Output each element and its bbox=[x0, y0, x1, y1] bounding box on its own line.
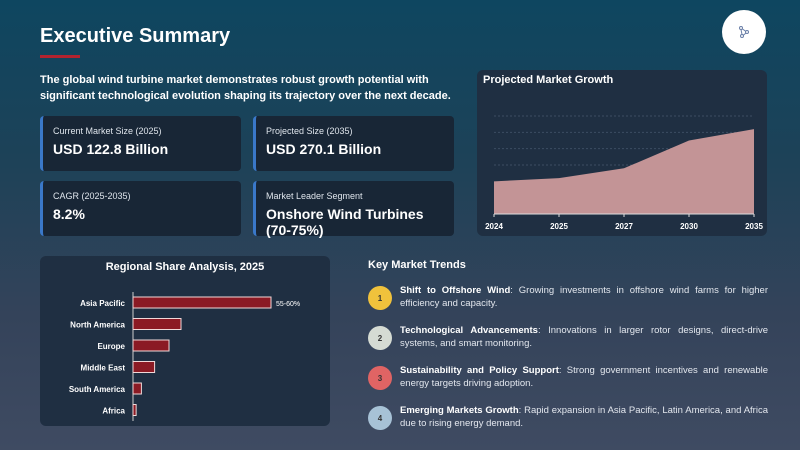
trend-text: Emerging Markets Growth: Rapid expansion… bbox=[400, 404, 768, 430]
trend-text: Sustainability and Policy Support: Stron… bbox=[400, 364, 768, 390]
bar bbox=[132, 382, 142, 395]
growth-chart-panel: Projected Market Growth 2024 2025 2027 2030… bbox=[477, 70, 767, 236]
trend-text: Technological Advancements: Innovations … bbox=[400, 324, 768, 350]
bar bbox=[132, 339, 170, 352]
card-value: 8.2% bbox=[53, 206, 85, 222]
card-label: Projected Size (2035) bbox=[266, 126, 353, 136]
y-tick-label: Middle East bbox=[81, 363, 126, 372]
y-tick-label: Africa bbox=[102, 406, 125, 415]
title-underline bbox=[40, 55, 80, 58]
bar bbox=[132, 361, 156, 373]
x-tick-label: 2024 bbox=[485, 222, 503, 231]
regional-chart-title: Regional Share Analysis, 2025 bbox=[105, 261, 265, 273]
trend-item: 3 Sustainability and Policy Support: Stro… bbox=[368, 364, 768, 390]
x-tick-label: 2025 bbox=[550, 222, 568, 231]
card-projected-size: Projected Size (2035) USD 270.1 Billion bbox=[253, 116, 454, 171]
trends-title: Key Market Trends bbox=[368, 259, 466, 271]
trend-item: 1 Shift to Offshore Wind: Growing investm… bbox=[368, 284, 768, 310]
trend-number-badge: 2 bbox=[368, 326, 392, 350]
trend-description: : Innovations in larger rotor designs, d… bbox=[400, 325, 768, 349]
regional-chart: Asia Pacific 55-60% North America Europe Mid… bbox=[69, 292, 300, 421]
network-icon bbox=[739, 26, 749, 38]
card-current-market-size: Current Market Size (2025) USD 122.8 Bill… bbox=[40, 116, 241, 171]
growth-chart: 2024 2025 2027 2030 2035 bbox=[485, 115, 763, 231]
y-tick-label: Europe bbox=[97, 342, 125, 351]
trend-description: : Growing investments in offshore wind f… bbox=[400, 285, 768, 309]
trend-number-badge: 3 bbox=[368, 366, 392, 390]
bar bbox=[132, 318, 182, 330]
trend-heading: Shift to Offshore Wind bbox=[400, 285, 511, 296]
trend-description: : Rapid expansion in Asia Pacific, Latin… bbox=[400, 405, 768, 429]
y-tick-label: Asia Pacific bbox=[80, 299, 125, 308]
trend-heading: Emerging Markets Growth bbox=[400, 405, 519, 416]
card-value: USD 270.1 Billion bbox=[266, 141, 382, 157]
card-label: CAGR (2025-2035) bbox=[53, 191, 131, 201]
card-value: USD 122.8 Billion bbox=[53, 141, 169, 157]
trend-text: Shift to Offshore Wind: Growing investme… bbox=[400, 284, 768, 310]
x-tick-label: 2035 bbox=[745, 222, 763, 231]
company-logo bbox=[722, 10, 766, 54]
area-series bbox=[494, 129, 754, 214]
x-tick-label: 2027 bbox=[615, 222, 633, 231]
intro-text: The global wind turbine market demonstra… bbox=[40, 74, 451, 102]
card-value: Onshore Wind Turbines (70-75%) bbox=[266, 206, 424, 238]
trend-number-badge: 1 bbox=[368, 286, 392, 310]
bar bbox=[132, 404, 137, 416]
y-tick-label: North America bbox=[70, 320, 125, 329]
data-label: 55-60% bbox=[276, 301, 300, 308]
growth-chart-title: Projected Market Growth bbox=[483, 74, 614, 86]
card-label: Current Market Size (2025) bbox=[53, 126, 162, 136]
card-cagr: CAGR (2025-2035) 8.2% bbox=[40, 181, 241, 236]
trend-item: 4 Emerging Markets Growth: Rapid expansio… bbox=[368, 404, 768, 430]
bar bbox=[132, 296, 272, 309]
x-tick-label: 2030 bbox=[680, 222, 698, 231]
trend-heading: Technological Advancements bbox=[400, 325, 538, 336]
trend-heading: Sustainability and Policy Support bbox=[400, 365, 559, 376]
card-market-leader: Market Leader Segment Onshore Wind Turbin… bbox=[253, 181, 454, 238]
y-tick-label: South America bbox=[69, 385, 126, 394]
trend-description: : Strong government incentives and renew… bbox=[400, 365, 768, 389]
trend-item: 2 Technological Advancements: Innovations… bbox=[368, 324, 768, 350]
card-label: Market Leader Segment bbox=[266, 191, 363, 201]
trend-number-badge: 4 bbox=[368, 406, 392, 430]
page-title: Executive Summary bbox=[40, 25, 231, 47]
regional-chart-panel: Regional Share Analysis, 2025 Asia Pacif… bbox=[40, 256, 330, 426]
